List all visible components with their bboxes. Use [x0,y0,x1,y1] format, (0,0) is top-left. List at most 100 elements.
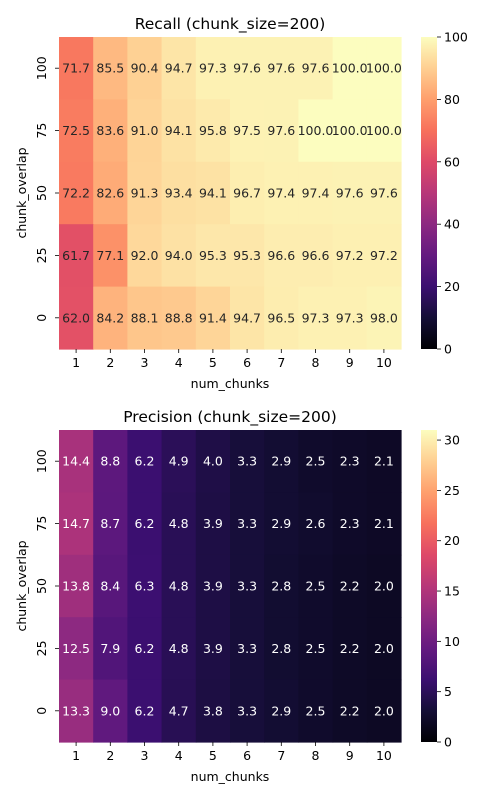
cell-value-label: 4.0 [203,454,223,469]
heatmap-cell [264,99,299,163]
cell-value-label: 71.7 [62,61,90,76]
colorbar-tick-label: 80 [444,92,460,107]
cell-value-label: 2.2 [340,703,360,718]
heatmap-panel-1: 14.4 8.8 6.2 4.9 4.0 3.3 2.9 2.5 2.3 2.114.7 8.7 6.… [14,408,460,784]
heatmap-cell [127,286,163,350]
cell-value-label: 95.3 [233,248,261,263]
y-tick-label: 50 [34,578,49,594]
cell-value-label: 3.3 [237,579,257,594]
heatmap-cell [230,679,265,743]
cell-value-label: 2.8 [271,641,291,656]
x-tick-label: 1 [72,748,80,763]
cell-value-label: 2.5 [306,579,326,594]
cell-value-label: 97.2 [336,248,364,263]
chart-title: Recall (chunk_size=200) [135,15,326,34]
cell-value-label: 12.5 [62,641,90,656]
cell-value-label: 8.8 [100,454,120,469]
cell-value-label: 100.0 [298,123,334,138]
colorbar-tick-label: 15 [444,584,460,599]
cell-value-label: 97.4 [267,186,295,201]
cell-value-label: 100.0 [332,123,368,138]
heatmap-cell [332,492,368,556]
heatmap-cell [195,161,231,225]
cell-value-label: 6.2 [135,703,155,718]
heatmap-cell [93,679,128,743]
cell-value-label: 97.3 [199,61,227,76]
heatmap-cell [127,554,163,618]
heatmap-cell [298,286,334,350]
heatmap-cell [93,286,128,350]
heatmap-cell [59,554,94,618]
colorbar-tick-label: 10 [444,634,460,649]
cell-value-label: 14.7 [62,516,90,531]
heatmap-cell [298,679,334,743]
heatmap-cell [332,37,368,100]
heatmap-cell [161,224,197,288]
colorbar-tick-label: 40 [444,217,460,232]
heatmap-cell [127,430,163,493]
heatmap-cell [161,554,197,618]
cell-value-label: 4.7 [169,703,189,718]
cell-value-label: 2.1 [374,454,394,469]
y-tick-label: 100 [34,56,49,80]
colorbar-tick-label: 5 [444,684,452,699]
cell-value-label: 95.3 [199,248,227,263]
x-tick-label: 4 [175,748,183,763]
x-tick-label: 2 [106,748,114,763]
x-tick-label: 10 [376,748,392,763]
cell-value-label: 94.1 [199,186,227,201]
x-tick-label: 3 [141,355,149,370]
x-tick-label: 7 [277,748,285,763]
cell-value-label: 93.4 [165,186,193,201]
heatmap-cell [59,224,94,288]
cell-value-label: 91.4 [199,310,227,325]
heatmap-cell [195,286,231,350]
cell-value-label: 100.0 [366,61,402,76]
cell-value-label: 3.3 [237,454,257,469]
heatmap-cell [298,37,334,100]
x-tick-label: 3 [141,748,149,763]
cell-value-label: 72.2 [62,186,90,201]
heatmap-cell [298,492,334,556]
heatmap-cell [332,430,368,493]
colorbar [421,430,437,742]
cell-value-label: 97.6 [267,123,295,138]
heatmap-cell [93,161,128,225]
heatmap-cell [264,161,299,225]
cell-value-label: 98.0 [370,310,398,325]
x-tick-label: 8 [312,748,320,763]
heatmap-cell [366,430,402,493]
y-tick-label: 75 [34,516,49,532]
x-tick-label: 2 [106,355,114,370]
cell-value-label: 94.1 [165,123,193,138]
heatmap-cell [161,617,197,681]
y-axis-label: chunk_overlap [14,147,29,238]
cell-value-label: 3.3 [237,516,257,531]
heatmap-panel-0: 71.7 85.5 90.4 94.7 97.3 97.6 97.6 97.6 100.0100… [14,15,468,391]
heatmap-cell [195,554,231,618]
heatmap-cell [161,430,197,493]
cell-value-label: 96.6 [302,248,330,263]
heatmap-cell [264,679,299,743]
cell-value-label: 72.5 [62,123,90,138]
heatmap-cell [366,679,402,743]
cell-value-label: 2.8 [271,579,291,594]
cell-value-label: 96.5 [267,310,295,325]
heatmap-cell [161,492,197,556]
heatmap-cell [93,430,128,493]
y-tick-label: 0 [34,314,49,322]
cell-value-label: 94.0 [165,248,193,263]
colorbar-tick-label: 60 [444,154,460,169]
cell-value-label: 3.9 [203,641,223,656]
cell-value-label: 2.1 [374,516,394,531]
colorbar-tick-label: 30 [444,433,460,448]
heatmap-cell [298,430,334,493]
cell-value-label: 97.3 [302,310,330,325]
cell-value-label: 88.8 [165,310,193,325]
heatmap-cell [59,617,94,681]
cell-value-label: 97.6 [302,61,330,76]
cell-value-label: 2.2 [340,579,360,594]
x-tick-label: 10 [376,355,392,370]
colorbar-tick-label: 0 [444,735,452,750]
cell-value-label: 2.3 [340,516,360,531]
